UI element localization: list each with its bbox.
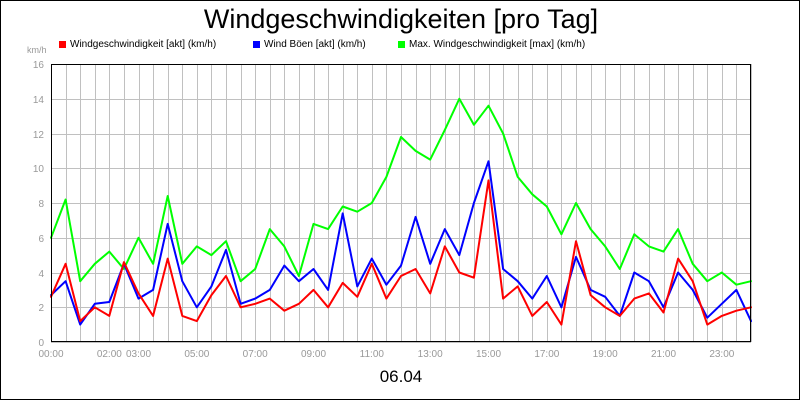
x-tick-label: 07:00 <box>243 349 268 360</box>
x-tick-label: 09:00 <box>301 349 326 360</box>
y-tick-label: 8 <box>38 199 44 210</box>
legend-swatch-gusts <box>253 41 260 48</box>
chart-title: Windgeschwindigkeiten [pro Tag] <box>203 4 599 34</box>
legend-label-max-wind: Max. Windgeschwindigkeit [max] (km/h) <box>409 39 586 50</box>
legend-item-gusts: Wind Böen [akt] (km/h) <box>253 39 366 50</box>
y-tick-label: 10 <box>33 164 45 175</box>
y-tick-label: 0 <box>38 338 44 349</box>
x-tick-label: 15:00 <box>476 349 501 360</box>
x-tick-label: 05:00 <box>184 349 209 360</box>
y-tick-label: 14 <box>33 95 45 106</box>
plot-border <box>51 64 751 342</box>
x-tick-label: 17:00 <box>534 349 559 360</box>
y-tick-label: 4 <box>38 269 44 280</box>
legend-swatch-wind-speed <box>59 41 66 48</box>
x-tick-label: 21:00 <box>651 349 676 360</box>
legend-label-wind-speed: Windgeschwindigkeit [akt] (km/h) <box>70 39 217 50</box>
date-label: 06.04 <box>379 367 423 386</box>
y-tick-label: 16 <box>33 60 45 71</box>
series-line-wind-speed <box>50 179 752 326</box>
y-tick-label: 6 <box>38 234 44 245</box>
x-tick-label: 11:00 <box>360 349 385 360</box>
legend-item-max-wind: Max. Windgeschwindigkeit [max] (km/h) <box>398 39 585 50</box>
x-tick-label: 00:00 <box>38 349 63 360</box>
y-tick-label: 2 <box>38 303 44 314</box>
x-tick-label: 13:00 <box>418 349 443 360</box>
y-unit-label: km/h <box>27 45 47 55</box>
y-tick-label: 12 <box>33 130 45 141</box>
x-tick-label: 23:00 <box>709 349 734 360</box>
legend-label-gusts: Wind Böen [akt] (km/h) <box>264 39 366 50</box>
legend-item-wind-speed: Windgeschwindigkeit [akt] (km/h) <box>59 39 216 50</box>
series-line-gusts <box>50 160 752 326</box>
series-line-max-wind <box>50 97 752 286</box>
x-tick-label: 19:00 <box>593 349 618 360</box>
x-tick-label: 02:00 <box>97 349 122 360</box>
x-tick-label: 03:00 <box>126 349 151 360</box>
legend-swatch-max-wind <box>398 41 405 48</box>
